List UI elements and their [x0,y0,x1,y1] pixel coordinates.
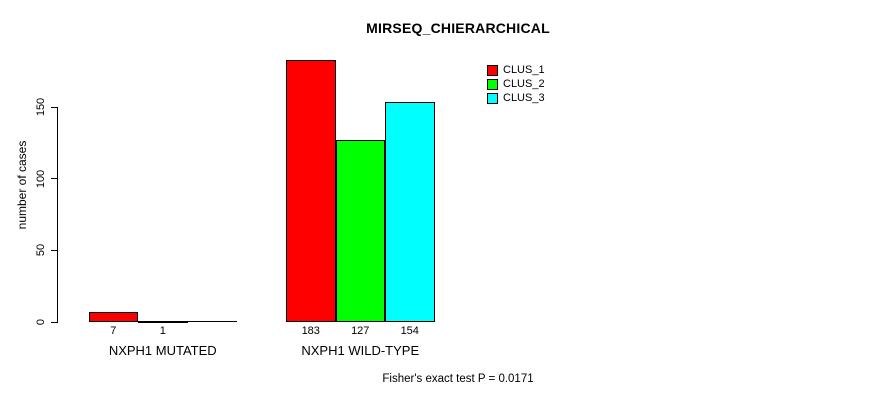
chart-title: MIRSEQ_CHIERARCHICAL [366,20,550,36]
bar-value-label: 183 [301,325,320,337]
y-tick-label: 150 [35,98,47,117]
category-label: NXPH1 WILD-TYPE [301,343,420,358]
legend-item: CLUS_2 [487,77,545,91]
bar-value-label: 7 [110,325,117,337]
y-tick-label: 0 [35,318,47,326]
y-tick-mark [51,321,57,323]
bar-clus_1 [88,311,138,322]
legend-swatch-clus_3 [487,93,498,105]
bar-clus_1 [286,60,336,322]
legend-label: CLUS_2 [503,78,545,91]
legend-item: CLUS_3 [487,92,545,106]
y-tick-mark [51,249,57,251]
footnote-pvalue: Fisher's exact test P = 0.0171 [382,373,534,385]
legend: CLUS_1 CLUS_2 CLUS_3 [487,63,545,106]
y-tick-label: 50 [35,244,47,257]
bar-value-label: 127 [351,325,370,337]
legend-label: CLUS_3 [503,92,545,105]
y-axis-label: number of cases [15,140,29,230]
category-label: NXPH1 MUTATED [108,343,217,358]
y-tick-label: 100 [35,169,47,189]
legend-swatch-clus_2 [487,79,498,91]
y-axis-line [57,107,58,323]
bar-clus_3 [187,321,237,322]
legend-swatch-clus_1 [487,64,498,76]
bar-clus_2 [138,320,188,323]
y-tick-mark [51,106,57,108]
bar-value-label: 154 [400,325,419,337]
legend-label: CLUS_1 [503,63,545,76]
legend-item: CLUS_1 [487,63,545,77]
y-tick-mark [51,178,57,180]
bar-value-label: 1 [159,325,166,337]
bar-clus_3 [385,101,435,322]
bar-clus_2 [335,140,385,322]
